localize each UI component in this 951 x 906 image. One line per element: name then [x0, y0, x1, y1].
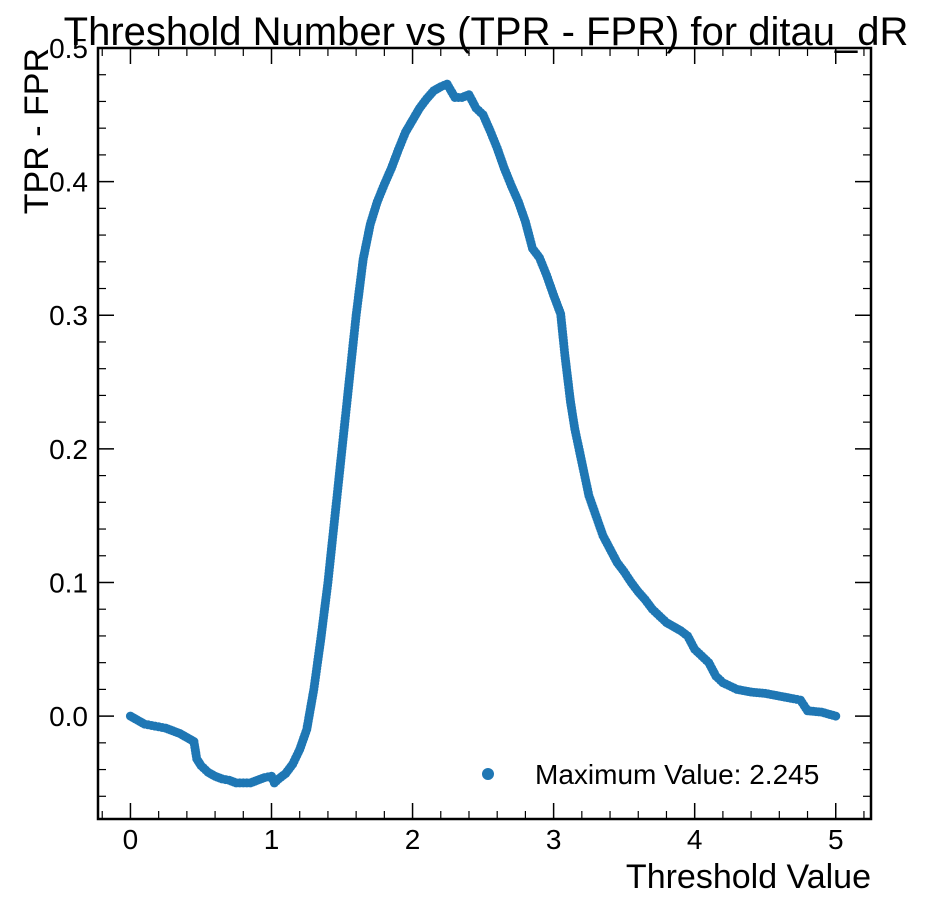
data-point [831, 711, 841, 721]
y-tick-label: 0.3 [49, 300, 88, 331]
data-points [125, 79, 841, 788]
y-tick-label: 0.2 [49, 434, 88, 465]
x-tick-label: 2 [405, 824, 421, 855]
x-tick-label: 3 [546, 824, 562, 855]
legend-marker [482, 768, 494, 780]
x-tick-label: 0 [123, 824, 139, 855]
legend-label: Maximum Value: 2.245 [535, 759, 819, 790]
x-tick-label: 1 [264, 824, 280, 855]
legend: Maximum Value: 2.245 [482, 759, 819, 790]
x-tick-label: 4 [687, 824, 703, 855]
chart-title: Threshold Number vs (TPR - FPR) for dita… [64, 10, 909, 54]
y-tick-label: 0.0 [49, 701, 88, 732]
plot-frame [96, 46, 873, 821]
x-axis-label: Threshold Value [626, 858, 871, 896]
axis-ticks: 0 1 2 3 4 5 0.0 0.1 0.2 0.3 0.4 0.5 [49, 33, 871, 855]
y-tick-label: 0.1 [49, 567, 88, 598]
y-axis-label: TPR - FPR [18, 48, 56, 214]
x-tick-label: 5 [828, 824, 844, 855]
y-tick-label: 0.5 [49, 33, 88, 64]
y-tick-label: 0.4 [49, 167, 88, 198]
